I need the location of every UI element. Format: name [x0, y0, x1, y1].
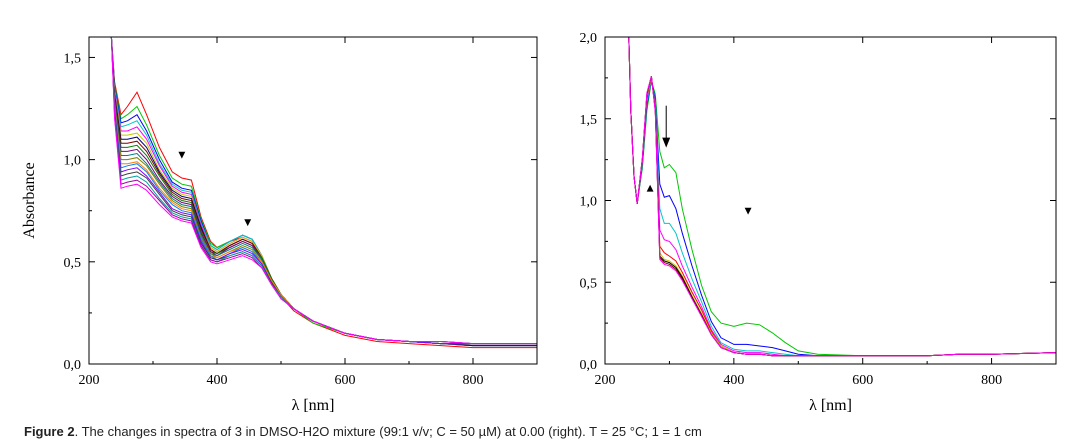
series-line-3 — [110, 37, 537, 347]
series-group — [110, 37, 537, 349]
x-tick-label: 200 — [79, 373, 100, 388]
series-line-7 — [628, 37, 1056, 357]
series-line-8 — [628, 37, 1056, 357]
series-line-2 — [628, 37, 1056, 357]
x-tick-label: 200 — [595, 373, 616, 388]
chart-panel-right: 200 400 600 800 0,0 0,5 1,0 1,5 2,0 λ [nm] ▲ ▼ — [580, 31, 1057, 414]
x-tick-label: 400 — [723, 373, 744, 388]
y-tick-label: 1,0 — [580, 195, 598, 210]
arrow-annotation-head — [662, 137, 671, 148]
triangle-annotation: ▼ — [244, 218, 251, 228]
y-tick-label: 0,0 — [580, 358, 598, 373]
caption-label: Figure 2 — [24, 424, 75, 439]
y-tick-label: 0,5 — [64, 256, 82, 271]
y-tick-label: 0,0 — [64, 358, 82, 373]
y-tick-label: 1,0 — [64, 154, 82, 169]
y-tick-label: 1,5 — [64, 51, 82, 66]
x-tick-label: 600 — [335, 373, 356, 388]
series-line-5 — [110, 37, 537, 347]
y-tick-label: 0,5 — [580, 276, 598, 291]
series-line-3 — [628, 37, 1056, 357]
series-line-6 — [110, 37, 537, 347]
figure-caption: Figure 2. The changes in spectra of 3 in… — [24, 424, 702, 439]
x-axis-title: λ [nm] — [809, 397, 852, 414]
series-line-19 — [110, 37, 537, 345]
series-line-7 — [110, 37, 537, 347]
series-line-2 — [110, 37, 537, 347]
series-line-4 — [628, 37, 1056, 357]
triangle-annotation: ▼ — [178, 151, 185, 161]
y-tick-label: 1,5 — [580, 113, 598, 128]
x-tick-label: 800 — [981, 373, 1002, 388]
x-tick-label: 800 — [463, 373, 484, 388]
x-axis-title: λ [nm] — [292, 397, 335, 414]
triangle-annotation: ▲ — [647, 184, 654, 194]
series-line-6 — [628, 37, 1056, 357]
series-line-1 — [628, 37, 1056, 357]
series-line-4 — [110, 37, 537, 347]
caption-text: The changes in spectra of 3 in DMSO-H2O … — [81, 424, 702, 439]
triangle-annotation: ▼ — [745, 207, 752, 217]
plot-frame — [604, 36, 1057, 365]
x-tick-label: 400 — [207, 373, 228, 388]
y-axis-title: Absorbance — [21, 162, 38, 238]
series-group — [628, 37, 1056, 357]
chart-panel-left: 200 400 600 800 0,0 0,5 1,0 1,5 λ [nm] Absorbance… — [21, 36, 538, 414]
series-line-5 — [628, 37, 1056, 357]
series-line-9 — [628, 37, 1056, 357]
plot-frame — [88, 36, 538, 365]
series-line-1 — [110, 37, 537, 349]
y-tick-label: 2,0 — [580, 31, 598, 46]
x-tick-label: 600 — [852, 373, 873, 388]
